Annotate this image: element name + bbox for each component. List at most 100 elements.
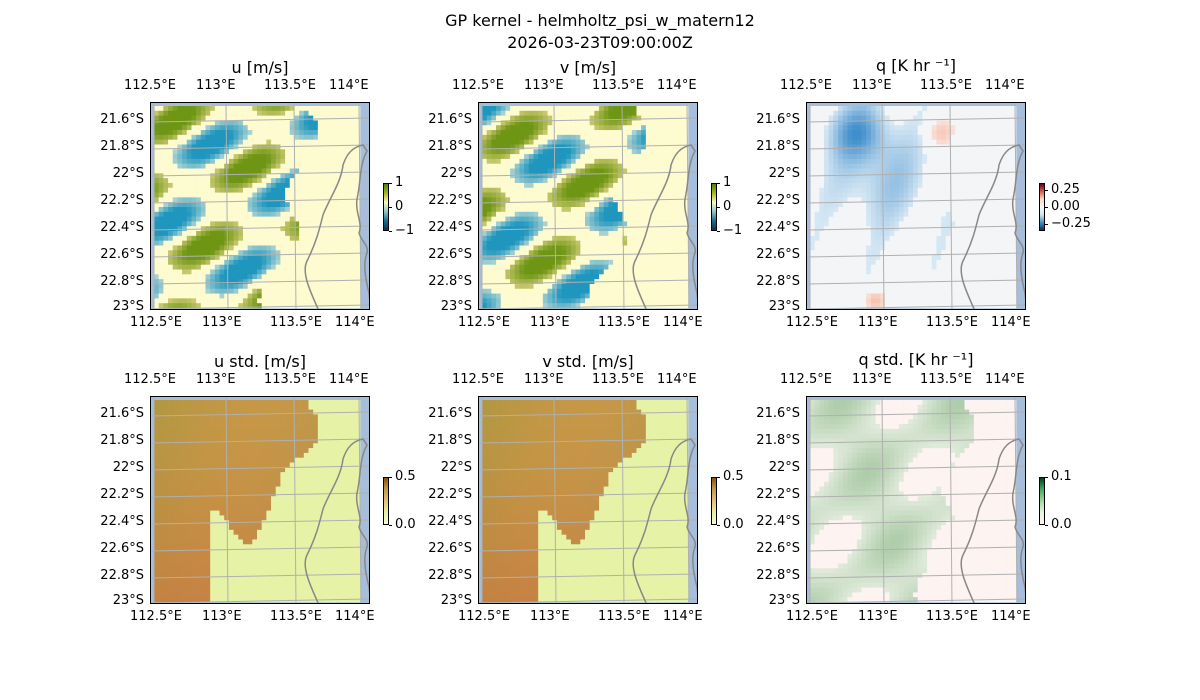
colorbar-tick-label: 0: [723, 199, 732, 214]
y-tick-label: 22°S: [440, 166, 472, 181]
x-tick-label-top: 113°E: [524, 372, 564, 387]
x-tick-label-bottom: 114°E: [991, 315, 1031, 330]
graticule-gridlines: [479, 103, 697, 309]
colorbar: [711, 477, 717, 525]
y-tick-label: 22.6°S: [428, 541, 472, 556]
colorbar-tick-label: 0.25: [1051, 181, 1080, 197]
map-plot-area: [806, 396, 1026, 604]
colorbar-tick-mark: [1045, 224, 1048, 226]
x-tick-label-top: 113°E: [196, 372, 236, 387]
colorbar-tick-mark: [717, 525, 720, 526]
x-tick-label-bottom: 114°E: [335, 315, 375, 330]
x-tick-label-bottom: 114°E: [663, 315, 703, 330]
graticule-gridlines: [479, 397, 697, 603]
colorbar-tick-mark: [717, 477, 720, 478]
x-tick-label-bottom: 113.5°E: [598, 609, 650, 624]
colorbar: [1039, 183, 1045, 231]
colorbar-tick-label: 0.1: [1051, 469, 1072, 484]
y-tick-label: 23°S: [768, 299, 800, 314]
heatmap-field: [807, 103, 1025, 309]
x-tick-label-bottom: 114°E: [991, 609, 1031, 624]
colorbar-tick-mark: [1045, 189, 1048, 191]
graticule-gridlines: [151, 103, 369, 309]
y-tick-label: 23°S: [440, 593, 472, 608]
heatmap-field: [807, 397, 1025, 603]
colorbar-tick-label: 0.5: [723, 469, 744, 484]
y-tick-label: 22°S: [112, 460, 144, 475]
colorbar-tick-mark: [389, 231, 392, 232]
colorbar-tick-mark: [717, 183, 720, 184]
coastline: [304, 438, 369, 603]
y-tick-label: 21.6°S: [428, 406, 472, 421]
x-tick-label-top: 114°E: [329, 78, 369, 93]
x-tick-label-bottom: 112.5°E: [458, 609, 510, 624]
y-tick-label: 21.6°S: [756, 406, 800, 421]
x-tick-label-top: 112.5°E: [124, 78, 176, 93]
y-tick-label: 21.8°S: [100, 139, 144, 154]
y-tick-label: 21.8°S: [428, 139, 472, 154]
y-tick-label: 22.4°S: [756, 514, 800, 529]
x-tick-label-top: 113°E: [852, 372, 892, 387]
panel-title: q std. [K hr ⁻¹]: [858, 350, 974, 369]
heatmap-field: [479, 397, 697, 603]
colorbar-tick-label: −1: [723, 223, 743, 238]
coastline: [960, 144, 1025, 309]
x-tick-label-top: 113.5°E: [592, 78, 644, 93]
y-tick-label: 22.4°S: [100, 220, 144, 235]
colorbar-tick-label: 0.0: [1051, 517, 1072, 532]
map-plot-area: [150, 396, 370, 604]
y-tick-label: 22.2°S: [756, 487, 800, 502]
coastline: [632, 438, 697, 603]
x-tick-label-top: 114°E: [985, 372, 1025, 387]
y-tick-label: 21.8°S: [756, 433, 800, 448]
x-tick-label-bottom: 113°E: [530, 315, 570, 330]
y-tick-label: 21.8°S: [100, 433, 144, 448]
x-tick-label-bottom: 112.5°E: [130, 609, 182, 624]
y-tick-label: 22°S: [112, 166, 144, 181]
y-tick-label: 22.8°S: [756, 568, 800, 583]
x-tick-label-bottom: 112.5°E: [786, 609, 838, 624]
figure-subtitle: 2026-03-23T09:00:00Z: [507, 33, 693, 52]
colorbar-tick-mark: [1045, 525, 1048, 526]
colorbar-tick-mark: [389, 183, 392, 184]
x-tick-label-top: 113.5°E: [264, 372, 316, 387]
y-tick-label: 22.2°S: [100, 193, 144, 208]
y-tick-label: 22.6°S: [756, 247, 800, 262]
panel-title: v [m/s]: [559, 58, 617, 77]
y-tick-label: 22.2°S: [756, 193, 800, 208]
colorbar: [383, 477, 389, 525]
y-tick-label: 22.8°S: [428, 274, 472, 289]
x-tick-label-bottom: 113°E: [530, 609, 570, 624]
x-tick-label-top: 113°E: [524, 78, 564, 93]
heatmap-field: [151, 103, 369, 309]
y-tick-label: 23°S: [440, 299, 472, 314]
x-tick-label-top: 114°E: [657, 372, 697, 387]
x-tick-label-bottom: 113.5°E: [926, 315, 978, 330]
y-tick-label: 21.8°S: [428, 433, 472, 448]
colorbar-tick-mark: [717, 207, 720, 208]
y-tick-label: 22°S: [768, 166, 800, 181]
panel-title: u std. [m/s]: [214, 352, 306, 371]
x-tick-label-top: 113.5°E: [920, 372, 972, 387]
y-tick-label: 22.2°S: [100, 487, 144, 502]
x-tick-label-bottom: 113.5°E: [926, 609, 978, 624]
y-tick-label: 21.6°S: [100, 112, 144, 127]
map-plot-area: [478, 396, 698, 604]
y-tick-label: 22.6°S: [756, 541, 800, 556]
figure-title: GP kernel - helmholtz_psi_w_matern12: [445, 11, 755, 30]
x-tick-label-top: 113.5°E: [592, 372, 644, 387]
panel-title: q [K hr ⁻¹]: [876, 56, 956, 75]
x-tick-label-top: 112.5°E: [124, 372, 176, 387]
x-tick-label-bottom: 112.5°E: [130, 315, 182, 330]
y-tick-label: 23°S: [768, 593, 800, 608]
y-tick-label: 22.4°S: [100, 514, 144, 529]
y-tick-label: 21.6°S: [756, 112, 800, 127]
x-tick-label-bottom: 113°E: [858, 315, 898, 330]
y-tick-label: 22°S: [440, 460, 472, 475]
x-tick-label-top: 114°E: [657, 78, 697, 93]
y-tick-label: 22.8°S: [756, 274, 800, 289]
x-tick-label-bottom: 113°E: [858, 609, 898, 624]
colorbar: [711, 183, 717, 231]
colorbar: [383, 183, 389, 231]
y-tick-label: 22.2°S: [428, 487, 472, 502]
